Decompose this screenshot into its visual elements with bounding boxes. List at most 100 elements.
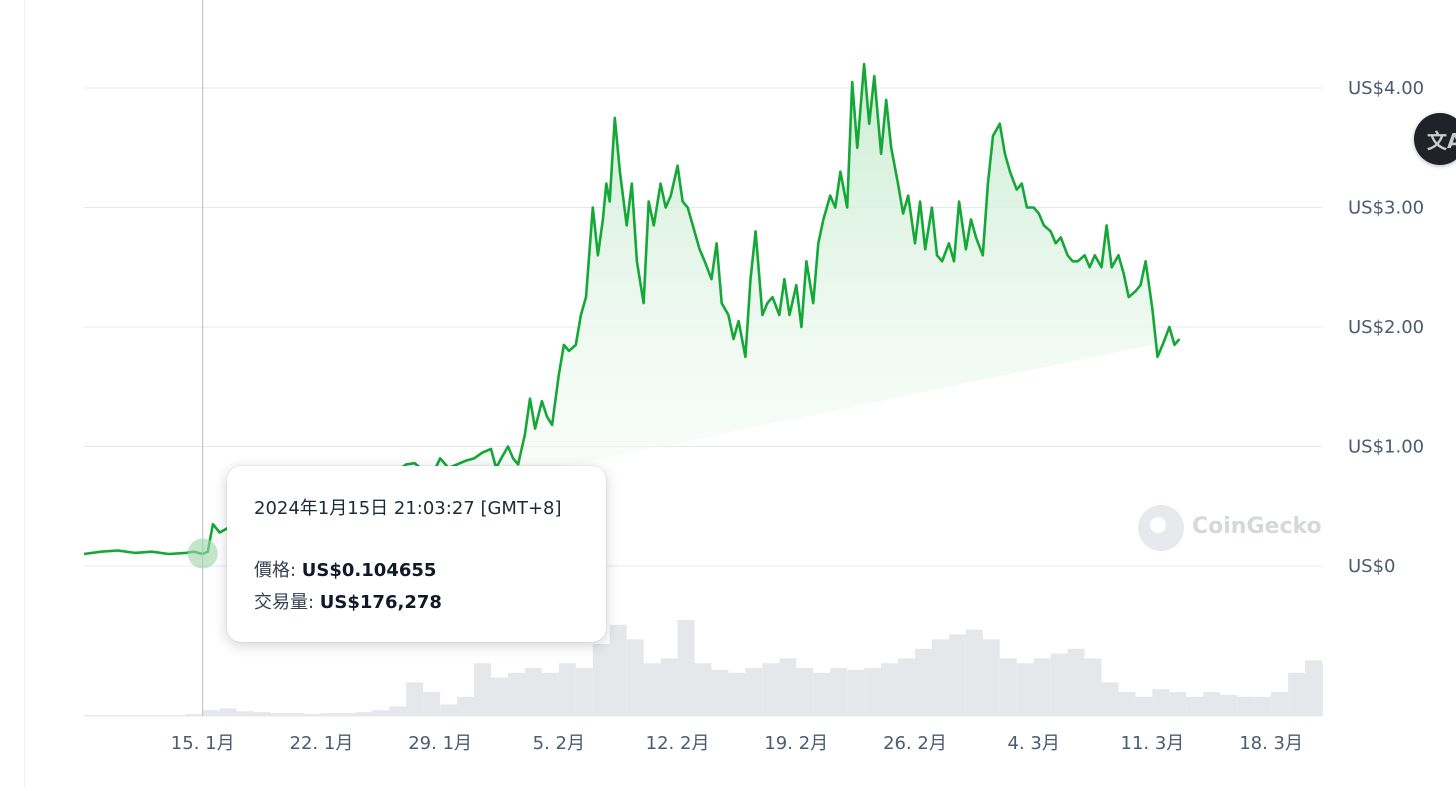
y-tick-label: US$3.00: [1348, 198, 1424, 219]
volume-bar: [491, 677, 508, 716]
volume-bar: [626, 639, 644, 716]
volume-bar: [474, 663, 492, 716]
gecko-logo-icon: [1138, 505, 1184, 551]
volume-bar: [321, 713, 339, 716]
volume-bar: [236, 711, 254, 716]
volume-bar: [84, 715, 118, 716]
volume-bar: [1033, 658, 1051, 716]
volume-bar: [1101, 682, 1119, 716]
volume-bar: [1237, 696, 1255, 716]
x-tick-label: 5. 2月: [533, 733, 585, 754]
volume-bar: [355, 712, 373, 716]
volume-bars: [84, 620, 1323, 716]
volume-bar: [558, 663, 576, 716]
volume-bar: [1305, 660, 1322, 716]
volume-bar: [524, 668, 542, 716]
volume-bar: [864, 668, 882, 716]
y-tick-label: US$0: [1348, 556, 1396, 577]
volume-bar: [185, 714, 203, 716]
volume-bar: [117, 715, 152, 716]
x-tick-label: 18. 3月: [1239, 733, 1303, 754]
volume-bar: [1050, 653, 1068, 716]
volume-bar: [643, 663, 661, 716]
volume-bar: [762, 663, 780, 716]
volume-bar: [1271, 692, 1289, 716]
tooltip-volume-row: 交易量: US$176,278: [254, 588, 606, 614]
volume-bar: [1186, 696, 1204, 716]
y-axis-labels: US$4.00 US$3.00 US$2.00 US$1.00 US$0: [1348, 78, 1424, 577]
translate-icon: 文A: [1427, 129, 1456, 153]
panel-left-border: [24, 0, 25, 787]
tooltip-price-value: US$0.104655: [301, 560, 437, 581]
volume-bar: [813, 672, 831, 716]
price-area-fill: [84, 64, 1180, 566]
volume-bar: [151, 715, 186, 716]
volume-bar: [948, 634, 966, 716]
tooltip-price-label: 價格:: [254, 560, 302, 581]
volume-bar: [898, 658, 915, 716]
volume-bar: [965, 629, 983, 716]
y-tick-label: US$4.00: [1348, 78, 1424, 99]
volume-bar: [711, 669, 729, 716]
volume-bar: [728, 672, 746, 716]
crosshair-marker: [187, 538, 218, 569]
volume-bar: [660, 658, 678, 716]
volume-bar: [609, 624, 627, 716]
volume-bar: [575, 668, 593, 716]
volume-bar: [1220, 694, 1238, 716]
price-tooltip: 2024年1月15日 21:03:27 [GMT+8] 價格: US$0.104…: [227, 466, 606, 642]
volume-bar: [1169, 692, 1187, 716]
volume-bar: [694, 663, 712, 716]
volume-bar: [999, 658, 1017, 716]
volume-bar: [745, 668, 763, 716]
watermark-text: CoinGecko: [1192, 514, 1322, 539]
volume-bar: [677, 620, 695, 716]
volume-bar: [1254, 696, 1272, 716]
volume-bar: [202, 710, 220, 716]
tooltip-volume-label: 交易量:: [254, 592, 320, 613]
volume-bar: [847, 669, 865, 716]
x-axis-labels: 15. 1月 22. 1月 29. 1月 5. 2月 12. 2月 19. 2月 26. 2…: [171, 733, 1303, 754]
crosshair: [187, 0, 218, 716]
volume-bar: [338, 713, 356, 716]
x-tick-label: 22. 1月: [290, 733, 354, 754]
volume-bar: [406, 682, 424, 716]
volume-bar: [389, 706, 407, 716]
volume-bar: [592, 644, 610, 716]
volume-bar: [1203, 692, 1221, 716]
tooltip-volume-value: US$176,278: [319, 592, 442, 613]
x-tick-label: 11. 3月: [1121, 733, 1185, 754]
volume-bar: [830, 668, 848, 716]
volume-bar: [1322, 663, 1323, 716]
volume-bar: [1067, 648, 1085, 716]
volume-bar: [541, 672, 559, 716]
volume-bar: [931, 639, 949, 716]
volume-bar: [1016, 663, 1034, 716]
volume-bar: [507, 672, 525, 716]
x-tick-label: 4. 3月: [1008, 733, 1060, 754]
translate-button[interactable]: 文A: [1414, 113, 1456, 165]
tooltip-date: 2024年1月15日 21:03:27 [GMT+8]: [254, 498, 562, 519]
x-tick-label: 26. 2月: [883, 733, 947, 754]
volume-bar: [457, 696, 475, 716]
volume-bar: [881, 663, 899, 716]
volume-bar: [914, 648, 932, 716]
volume-bar: [1135, 696, 1153, 716]
volume-bar: [1084, 658, 1102, 716]
x-tick-label: 19. 2月: [764, 733, 828, 754]
volume-bar: [1152, 689, 1170, 716]
volume-bar: [219, 708, 237, 716]
x-tick-label: 29. 1月: [408, 733, 472, 754]
volume-bar: [779, 658, 797, 716]
volume-bar: [440, 704, 458, 716]
volume-bar: [982, 639, 1000, 716]
volume-bar: [253, 712, 271, 716]
x-tick-label: 15. 1月: [171, 733, 235, 754]
volume-bar: [1288, 672, 1306, 716]
volume-bar: [304, 714, 322, 716]
volume-bar: [796, 668, 814, 716]
volume-bar: [270, 713, 288, 716]
y-tick-label: US$1.00: [1348, 437, 1424, 458]
